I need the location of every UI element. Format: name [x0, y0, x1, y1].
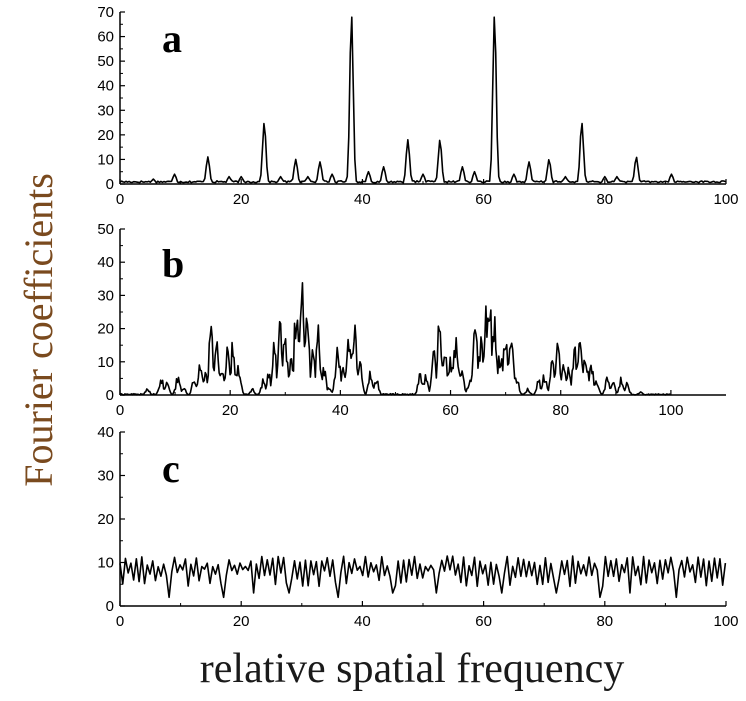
panel-a-y-tick-label: 40	[97, 78, 114, 95]
y-axis-title: Fourier coefficients	[16, 173, 61, 487]
panel-a-series	[119, 16, 727, 184]
panel-a-axes: 0 10 20 30 40 50 60 70 0 20 40 60 80 100	[97, 4, 738, 208]
panel-a-y-tick-label: 50	[97, 53, 114, 70]
panel-b-x-tick-label: 0	[116, 402, 124, 419]
panel-c-x-tick-label: 40	[354, 613, 371, 630]
panel-a-x-tick-label: 60	[475, 191, 492, 208]
panel-c-x-tick-label: 20	[233, 613, 250, 630]
panel-b-y-tick-label: 30	[97, 287, 114, 304]
panel-c-x-tick-label: 80	[596, 613, 613, 630]
panel-a-x-tick-label: 80	[596, 191, 613, 208]
panel-a-y-tick-label: 20	[97, 127, 114, 144]
panel-a-spectrum-line	[119, 16, 727, 184]
panel-a-label: a	[162, 16, 182, 61]
panel-a-y-tick-label: 10	[97, 151, 114, 168]
panel-a-x-tick-label: 20	[233, 191, 250, 208]
panel-b-y-tick-label: 40	[97, 254, 114, 271]
panel-c-x-tick-label: 0	[116, 613, 124, 630]
panel-a-x-tick-label: 0	[116, 191, 124, 208]
panel-c-y-tick-label: 20	[97, 511, 114, 528]
panel-c-y-tick-label: 10	[97, 555, 114, 572]
panel-c-label: c	[162, 446, 180, 491]
panel-b-x-tick-label: 20	[222, 402, 239, 419]
panel-a: 0 10 20 30 40 50 60 70 0 20 40 60 80 100 a	[97, 4, 738, 208]
panel-b-spectrum-line	[119, 281, 671, 396]
panel-b-x-tick-label: 100	[658, 402, 683, 419]
panel-b: 0 10 20 30 40 50 0 20 40 60 80 100 b	[97, 221, 726, 419]
panel-c-x-tick-label: 60	[475, 613, 492, 630]
panel-b-axes: 0 10 20 30 40 50 0 20 40 60 80 100	[97, 221, 726, 419]
x-axis-title: relative spatial frequency	[200, 646, 624, 692]
panel-b-x-tick-label: 60	[442, 402, 459, 419]
panel-a-y-tick-label: 70	[97, 4, 114, 21]
panel-a-y-tick-label: 30	[97, 102, 114, 119]
panel-c-spectrum-line	[119, 555, 727, 599]
panel-b-y-tick-label: 0	[106, 387, 114, 404]
panel-c-y-tick-label: 0	[106, 598, 114, 615]
panel-c-series	[119, 555, 727, 599]
panel-a-x-tick-label: 40	[354, 191, 371, 208]
panel-a-y-tick-label: 0	[106, 176, 114, 193]
panel-a-x-tick-label: 100	[713, 191, 738, 208]
panel-b-x-tick-label: 80	[552, 402, 569, 419]
panel-b-series	[119, 281, 671, 396]
panel-b-y-tick-label: 50	[97, 221, 114, 238]
panel-c-x-tick-label: 100	[713, 613, 738, 630]
panel-b-y-tick-label: 20	[97, 321, 114, 338]
panel-c-y-tick-label: 30	[97, 468, 114, 485]
panel-b-label: b	[162, 241, 184, 286]
panel-b-y-tick-label: 10	[97, 354, 114, 371]
panel-c-axes: 0 10 20 30 40 0 20 40 60 80 100	[97, 424, 738, 630]
panel-c: 0 10 20 30 40 0 20 40 60 80 100 c	[97, 424, 738, 630]
panel-c-y-tick-label: 40	[97, 424, 114, 441]
panel-a-y-tick-label: 60	[97, 29, 114, 46]
panel-b-x-tick-label: 40	[332, 402, 349, 419]
